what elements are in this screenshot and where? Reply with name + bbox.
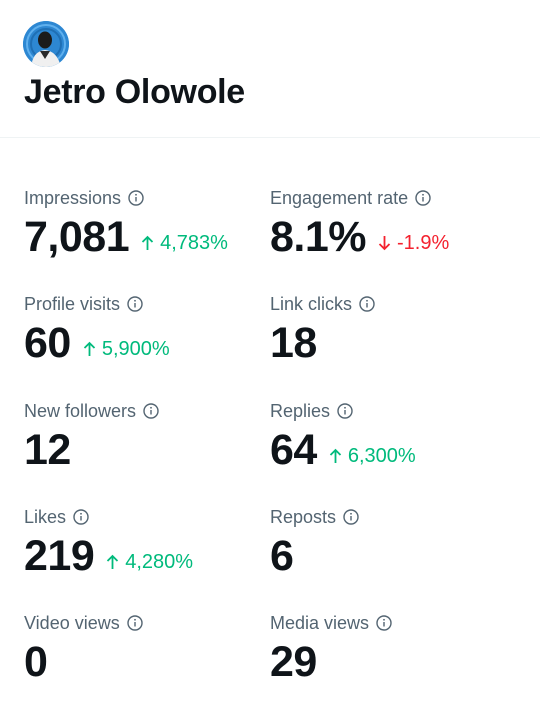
metric-profile-visits[interactable]: Profile visits 60 5,900% <box>24 292 269 392</box>
metric-impressions[interactable]: Impressions 7,081 4,783% <box>24 186 269 286</box>
info-icon[interactable] <box>337 403 353 419</box>
info-icon[interactable] <box>127 296 143 312</box>
info-icon[interactable] <box>415 190 431 206</box>
info-icon[interactable] <box>127 615 143 631</box>
metric-value: 64 <box>270 426 317 474</box>
info-icon[interactable] <box>73 509 89 525</box>
metric-engagement-rate[interactable]: Engagement rate 8.1% -1.9% <box>270 186 515 286</box>
avatar[interactable] <box>23 21 69 67</box>
info-icon[interactable] <box>343 509 359 525</box>
info-icon[interactable] <box>359 296 375 312</box>
info-icon[interactable] <box>143 403 159 419</box>
metric-change: 4,783% <box>140 232 228 255</box>
metric-value: 60 <box>24 319 71 367</box>
metric-reposts[interactable]: Reposts 6 <box>270 505 515 605</box>
metric-media-views[interactable]: Media views 29 <box>270 611 515 711</box>
arrow-up-icon <box>329 448 341 463</box>
metric-label: Video views <box>24 613 120 633</box>
metric-video-views[interactable]: Video views 0 <box>24 611 269 711</box>
metric-link-clicks[interactable]: Link clicks 18 <box>270 292 515 392</box>
arrow-up-icon <box>107 554 119 569</box>
metric-value: 219 <box>24 532 95 580</box>
metric-value: 8.1% <box>270 213 367 261</box>
arrow-up-icon <box>83 341 95 356</box>
arrow-up-icon <box>141 235 154 250</box>
metric-label: Profile visits <box>24 294 121 314</box>
metric-new-followers[interactable]: New followers 12 <box>24 399 269 499</box>
metric-label: Media views <box>270 613 370 633</box>
metric-value: 7,081 <box>24 213 130 261</box>
metric-change: -1.9% <box>377 232 449 255</box>
metric-label: Reposts <box>270 507 337 527</box>
metric-label: Link clicks <box>270 294 353 314</box>
info-icon[interactable] <box>376 615 392 631</box>
metric-label: Likes <box>24 507 67 527</box>
metric-replies[interactable]: Replies 64 6,300% <box>270 399 515 499</box>
metric-change: 5,900% <box>82 338 170 361</box>
metric-value: 12 <box>24 426 71 474</box>
profile-header: Jetro Olowole <box>0 0 540 138</box>
metric-label: Impressions <box>24 188 122 208</box>
profile-name: Jetro Olowole <box>24 73 245 111</box>
metric-value: 0 <box>24 638 48 686</box>
metric-change: 4,280% <box>105 551 193 574</box>
metric-change: 6,300% <box>328 445 416 468</box>
metric-value: 29 <box>270 638 317 686</box>
metric-label: Engagement rate <box>270 188 409 208</box>
arrow-down-icon <box>378 236 391 251</box>
avatar-image <box>23 21 69 67</box>
metric-likes[interactable]: Likes 219 4,280% <box>24 505 269 605</box>
metric-value: 18 <box>270 319 317 367</box>
metric-value: 6 <box>270 532 294 580</box>
info-icon[interactable] <box>128 190 144 206</box>
metric-label: New followers <box>24 401 137 421</box>
metric-label: Replies <box>270 401 331 421</box>
